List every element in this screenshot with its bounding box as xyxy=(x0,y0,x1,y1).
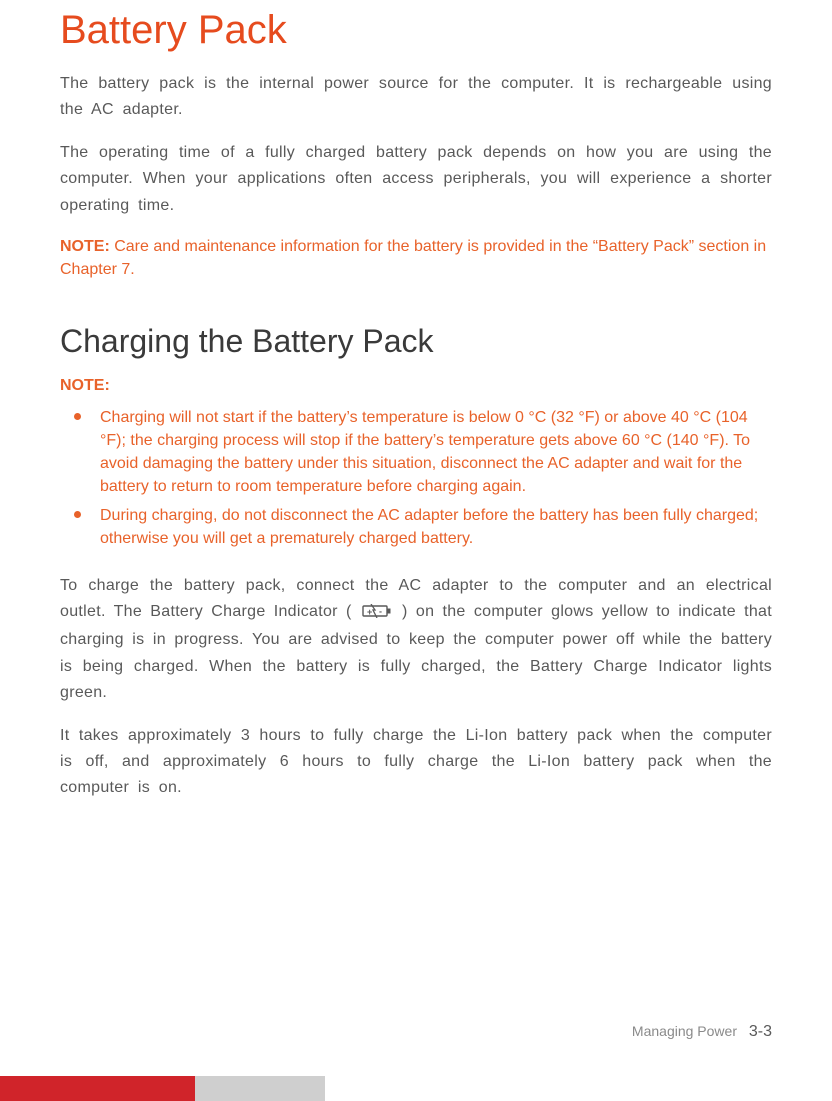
note-care-maintenance: NOTE: Care and maintenance information f… xyxy=(60,235,772,281)
footer-section-label: Managing Power xyxy=(632,1023,737,1039)
footer-color-bar xyxy=(0,1076,832,1101)
list-item: Charging will not start if the battery’s… xyxy=(94,406,772,499)
note-label: NOTE: xyxy=(60,377,110,394)
battery-charge-icon: + - xyxy=(362,601,392,627)
page-footer: Managing Power 3-3 xyxy=(632,1023,772,1041)
footer-bar-gray xyxy=(195,1076,325,1101)
heading-charging: Charging the Battery Pack xyxy=(60,323,772,360)
heading-battery-pack: Battery Pack xyxy=(60,0,772,71)
svg-text:-: - xyxy=(379,607,382,617)
intro-paragraph-1: The battery pack is the internal power s… xyxy=(60,71,772,124)
footer-bar-red xyxy=(0,1076,195,1101)
note-charging-header: NOTE: xyxy=(60,374,772,397)
intro-paragraph-2: The operating time of a fully charged ba… xyxy=(60,140,772,219)
note-charging-list: Charging will not start if the battery’s… xyxy=(60,406,772,551)
list-item: During charging, do not disconnect the A… xyxy=(94,504,772,550)
charge-time-paragraph: It takes approximately 3 hours to fully … xyxy=(60,723,772,802)
page-content: Battery Pack The battery pack is the int… xyxy=(0,0,832,802)
footer-page-number: 3-3 xyxy=(749,1023,772,1040)
note-label: NOTE: xyxy=(60,238,110,255)
charge-instruction-paragraph: To charge the battery pack, connect the … xyxy=(60,573,772,707)
svg-text:+: + xyxy=(367,607,373,617)
note-text: Care and maintenance information for the… xyxy=(60,238,766,278)
